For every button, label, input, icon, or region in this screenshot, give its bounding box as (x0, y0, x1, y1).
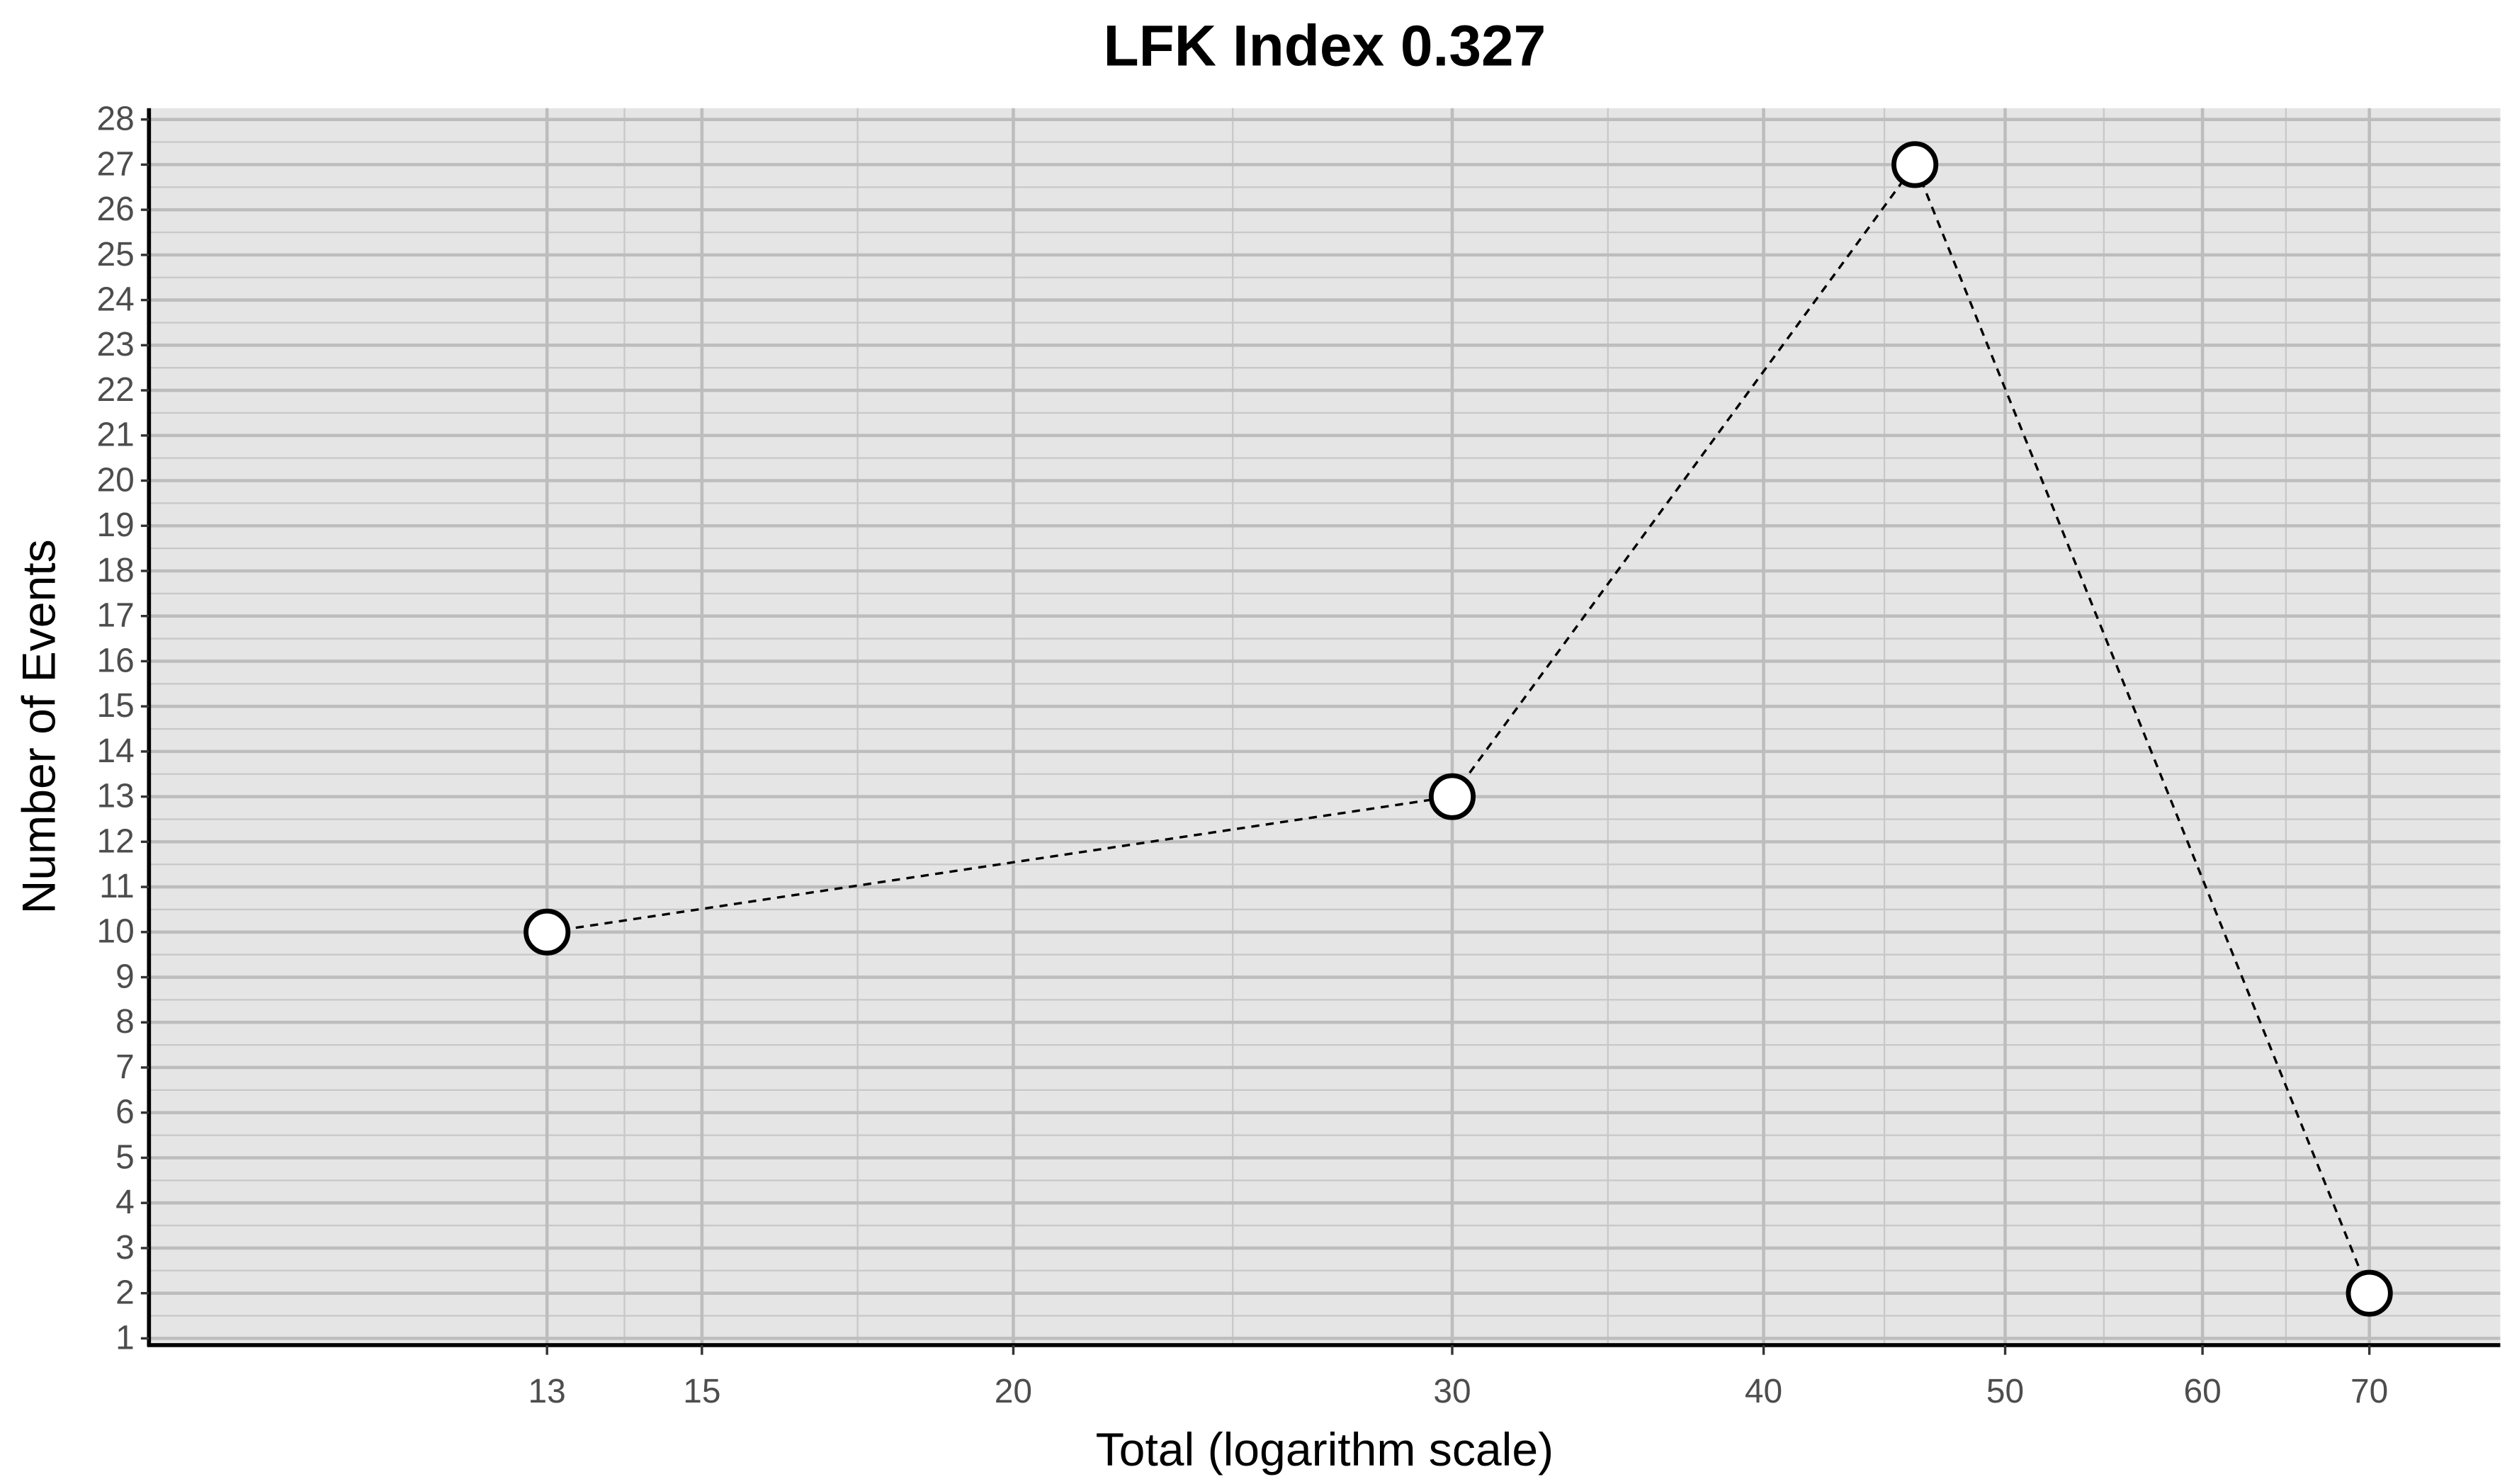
x-axis-label: Total (logarithm scale) (1096, 1424, 1554, 1476)
y-tick-label: 24 (97, 281, 135, 319)
y-tick-label: 17 (97, 597, 135, 635)
series-line (546, 162, 2371, 1294)
data-point (2346, 1269, 2393, 1317)
x-tick-label: 60 (2183, 1373, 2221, 1410)
x-tick-label: 40 (1745, 1373, 1782, 1410)
y-tick-label: 20 (97, 461, 135, 499)
y-tick-label: 25 (97, 236, 135, 273)
x-tick-label: 13 (528, 1373, 566, 1410)
x-tick-label: 30 (1433, 1373, 1471, 1410)
y-tick-label: 13 (97, 778, 135, 815)
x-tick-label: 15 (683, 1373, 720, 1410)
y-tick-label: 1 (115, 1319, 135, 1356)
x-tick-label: 70 (2350, 1373, 2388, 1410)
x-tick-label: 50 (1986, 1373, 2024, 1410)
y-tick-label: 15 (97, 687, 135, 725)
y-tick-label: 7 (115, 1048, 135, 1086)
y-tick-label: 9 (115, 958, 135, 995)
x-tick-label: 20 (995, 1373, 1032, 1410)
data-point (524, 908, 571, 956)
y-tick-label: 5 (115, 1138, 135, 1176)
y-tick-label: 3 (115, 1229, 135, 1267)
y-axis-label: Number of Events (13, 539, 65, 914)
y-tick-label: 21 (97, 417, 135, 454)
y-tick-label: 22 (97, 371, 135, 409)
y-tick-label: 28 (97, 101, 135, 138)
y-tick-label: 16 (97, 642, 135, 679)
plot-panel (149, 108, 2501, 1345)
y-tick-label: 12 (97, 822, 135, 860)
y-tick-label: 2 (115, 1274, 135, 1312)
y-tick-label: 19 (97, 506, 135, 544)
y-tick-label: 8 (115, 1003, 135, 1041)
y-tick-label: 6 (115, 1094, 135, 1131)
y-tick-label: 23 (97, 326, 135, 363)
y-tick-label: 18 (97, 552, 135, 589)
marks (524, 141, 2393, 1317)
y-tick-label: 11 (99, 868, 135, 905)
data-point (1891, 141, 1939, 188)
data-point (1428, 773, 1476, 820)
y-tick-label: 14 (97, 732, 135, 770)
y-tick-label: 4 (115, 1184, 135, 1221)
y-tick-label: 10 (97, 913, 135, 951)
y-tick-label: 27 (97, 145, 135, 183)
chart-title: LFK Index 0.327 (1104, 13, 1546, 78)
y-tick-label: 26 (97, 191, 135, 228)
